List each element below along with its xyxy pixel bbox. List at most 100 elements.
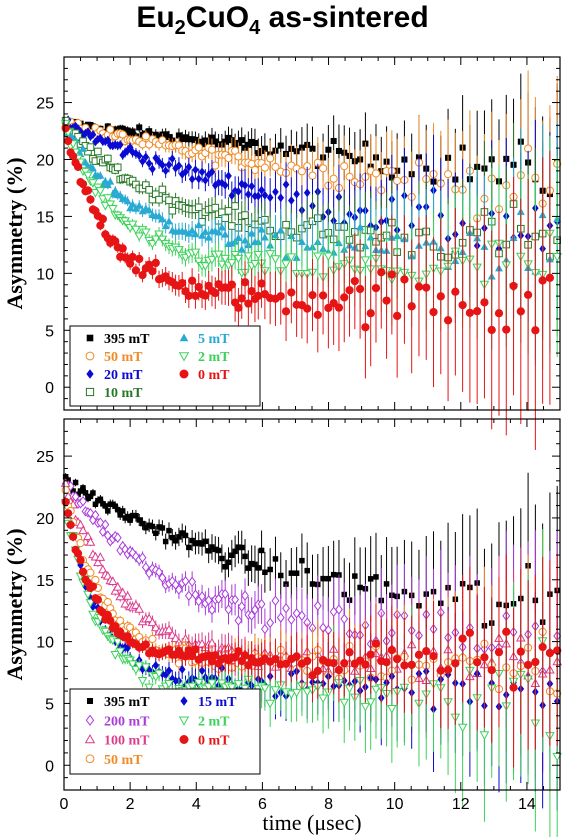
data-point: [87, 493, 94, 500]
data-point: [309, 581, 316, 587]
data-point: [414, 650, 424, 659]
data-point: [168, 154, 176, 164]
data-point: [552, 253, 562, 262]
data-point: [366, 309, 375, 318]
data-point: [117, 587, 128, 597]
data-point: [146, 128, 153, 135]
data-point: [77, 127, 84, 136]
data-point: [265, 250, 275, 259]
legend-label: 2 mT: [198, 714, 230, 729]
data-point: [320, 575, 326, 582]
data-point: [257, 225, 266, 233]
data-point: [458, 634, 467, 643]
data-point: [172, 538, 179, 544]
data-point: [276, 226, 285, 234]
data-point: [112, 581, 123, 591]
data-point: [76, 539, 85, 548]
data-point: [155, 566, 163, 578]
data-point: [330, 571, 337, 578]
data-point: [271, 231, 280, 239]
data-point: [178, 664, 186, 674]
data-point: [205, 548, 212, 554]
data-point: [194, 282, 203, 292]
data-point: [225, 134, 232, 141]
data-point: [113, 163, 122, 172]
data-point: [234, 615, 243, 626]
data-point: [276, 612, 285, 623]
data-point: [182, 134, 189, 141]
data-point: [335, 147, 342, 154]
data-point: [198, 591, 206, 602]
data-point: [241, 590, 249, 601]
data-point: [308, 171, 317, 180]
data-point: [150, 622, 161, 632]
legend-label: 20 mT: [104, 368, 143, 383]
data-point: [204, 233, 213, 241]
data-point: [523, 660, 533, 670]
data-point: [451, 659, 460, 668]
legend-marker: [180, 696, 188, 706]
data-point: [345, 286, 354, 295]
data-point: [104, 154, 112, 163]
data-point: [443, 170, 453, 179]
data-point: [222, 564, 228, 570]
x-tick-label: 4: [192, 796, 201, 813]
data-point: [106, 616, 115, 625]
data-point: [250, 259, 260, 269]
data-point: [234, 152, 243, 161]
data-point: [174, 659, 183, 668]
data-point: [258, 547, 265, 554]
data-point: [277, 193, 285, 203]
data-point: [355, 284, 365, 294]
data-point: [282, 220, 290, 229]
data-point: [194, 220, 203, 229]
data-point: [218, 178, 226, 188]
data-point: [308, 290, 317, 300]
data-point: [235, 187, 242, 196]
data-point: [94, 134, 102, 144]
data-point: [304, 567, 310, 574]
data-point: [292, 652, 301, 661]
data-point: [89, 130, 97, 139]
data-point: [124, 513, 131, 520]
data-point: [422, 647, 431, 656]
y-tick-label: 15: [36, 209, 54, 226]
data-point: [340, 659, 349, 668]
data-point: [149, 164, 156, 174]
data-point: [165, 160, 173, 170]
legend-label: 50 mT: [104, 753, 143, 768]
data-point: [129, 147, 136, 157]
data-point: [245, 189, 252, 199]
legend-box: [69, 688, 261, 775]
data-point: [318, 291, 328, 300]
data-point: [188, 174, 196, 184]
legend-marker: [179, 333, 189, 342]
legend-label: 50 mT: [104, 350, 143, 365]
data-point: [373, 574, 379, 580]
data-point: [138, 270, 147, 280]
legend-marker: [179, 735, 189, 744]
data-point: [127, 220, 138, 230]
data-point: [83, 590, 93, 600]
data-point: [407, 660, 416, 669]
data-point: [155, 157, 163, 167]
y-tick-label: 15: [36, 573, 54, 590]
data-point: [266, 193, 274, 202]
y-tick-label: 0: [45, 380, 54, 397]
legend-marker: [85, 387, 95, 397]
data-points: [60, 472, 562, 837]
data-point: [371, 169, 381, 178]
y-tick-label: 10: [36, 266, 54, 283]
data-point: [155, 212, 164, 220]
data-point: [245, 565, 252, 571]
data-point: [509, 683, 518, 692]
data-point: [191, 589, 200, 600]
data-point: [251, 604, 259, 616]
data-point: [457, 723, 468, 733]
data-point: [88, 582, 98, 591]
data-point: [244, 299, 253, 308]
data-point: [365, 698, 376, 708]
data-point: [93, 595, 103, 604]
data-point: [480, 653, 489, 662]
data-point: [224, 604, 233, 615]
